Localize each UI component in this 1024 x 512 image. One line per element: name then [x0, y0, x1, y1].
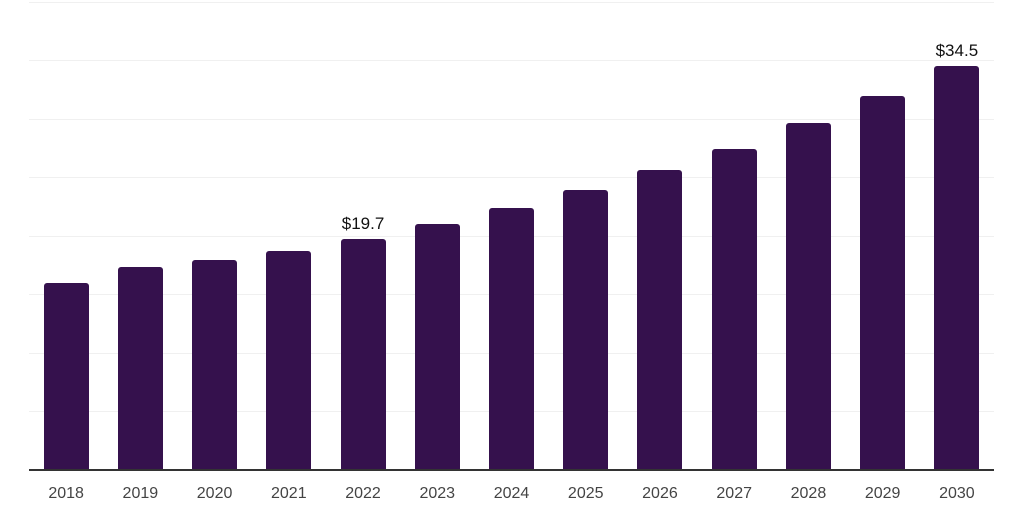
bar-2023[interactable] [414, 224, 460, 470]
x-tick-label-2028: 2028 [790, 485, 827, 502]
data-label-2030: $34.5 [935, 40, 979, 60]
gridline [29, 1, 994, 3]
bar-2019[interactable] [117, 267, 163, 470]
x-axis-line [29, 469, 994, 471]
gridline [29, 177, 994, 179]
bar-2028[interactable] [785, 123, 831, 470]
x-tick-label-2023: 2023 [419, 485, 456, 502]
x-tick-label-2020: 2020 [196, 485, 233, 502]
bar-2022[interactable] [340, 239, 386, 470]
x-tick-label-2019: 2019 [122, 485, 159, 502]
x-tick-label-2024: 2024 [493, 485, 530, 502]
x-tick-label-2030: 2030 [939, 485, 975, 502]
x-tick-label-2027: 2027 [716, 485, 752, 502]
bar-2026[interactable] [637, 170, 683, 470]
bar-2029[interactable] [860, 96, 906, 470]
bar-2027[interactable] [711, 149, 757, 470]
bar-2030[interactable] [934, 65, 980, 470]
bar-2025[interactable] [563, 190, 609, 470]
bar-2021[interactable] [266, 250, 312, 470]
bar-2018[interactable] [43, 282, 89, 470]
bar-2020[interactable] [192, 260, 238, 470]
x-tick-label-2026: 2026 [642, 485, 678, 502]
x-tick-label-2022: 2022 [345, 485, 381, 502]
x-tick-label-2029: 2029 [864, 485, 901, 502]
x-tick-label-2025: 2025 [567, 485, 604, 502]
x-tick-label-2021: 2021 [271, 485, 307, 502]
data-label-2022: $19.7 [341, 214, 385, 234]
gridline [29, 60, 994, 62]
bar-2024[interactable] [489, 207, 534, 470]
gridline [29, 118, 994, 120]
x-tick-label-2018: 2018 [48, 485, 84, 502]
